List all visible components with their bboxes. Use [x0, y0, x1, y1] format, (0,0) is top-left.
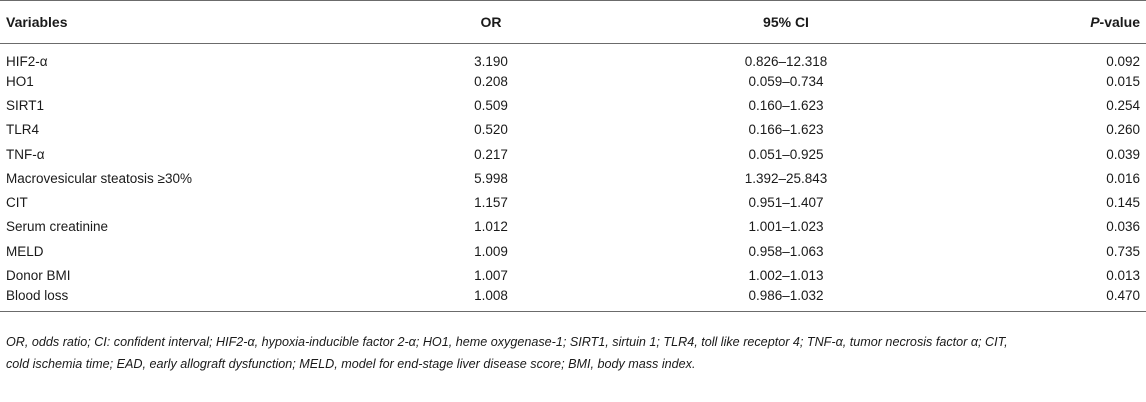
footnote-line: cold ischemia time; EAD, early allograft…	[6, 357, 696, 371]
cell-ci: 0.051–0.925	[748, 146, 824, 162]
cell-variable: Donor BMI	[6, 268, 71, 284]
cell-p-value: 0.735	[1106, 243, 1140, 259]
cell-p-value: 0.016	[1106, 170, 1140, 186]
cell-ci: 0.160–1.623	[748, 97, 824, 113]
cell-ci: 1.392–25.843	[744, 170, 828, 186]
table-row: HIF2-α 3.190 0.826–12.318 0.092	[0, 44, 1146, 69]
cell-or: 0.520	[474, 122, 508, 138]
cell-p-value: 0.254	[1106, 97, 1140, 113]
table-row: MELD 1.009 0.958–1.063 0.735	[0, 239, 1146, 263]
cell-variable: Serum creatinine	[6, 219, 109, 235]
cell-or: 0.208	[474, 73, 508, 89]
odds-ratio-table: Variables OR 95% CI P-value HIF2-α 3.190…	[0, 0, 1146, 313]
cell-or: 1.009	[474, 243, 508, 259]
cell-variable: MELD	[6, 243, 44, 259]
cell-ci: 0.986–1.032	[576, 287, 996, 313]
table-row: TNF-α 0.217 0.051–0.925 0.039	[0, 142, 1146, 166]
cell-variable: Blood loss	[0, 287, 406, 313]
footnote-line: OR, odds ratio; CI: confident interval; …	[6, 335, 1008, 349]
cell-p-value: 0.015	[1106, 73, 1140, 89]
cell-or: 3.190	[474, 54, 508, 69]
cell-ci: 0.059–0.734	[748, 73, 824, 89]
header-p-suffix: -value	[1099, 14, 1140, 30]
table-row: TLR4 0.520 0.166–1.623 0.260	[0, 118, 1146, 142]
table-row: SIRT1 0.509 0.160–1.623 0.254	[0, 93, 1146, 117]
header-variables: Variables	[0, 0, 406, 44]
cell-p-value: 0.092	[1106, 54, 1140, 69]
cell-ci: 1.001–1.023	[748, 219, 824, 235]
cell-or: 0.217	[474, 146, 508, 162]
table-footnote: OR, odds ratio; CI: confident interval; …	[6, 331, 1134, 375]
cell-p-value: 0.013	[1106, 268, 1140, 284]
header-p-value: P-value	[996, 0, 1146, 44]
cell-ci: 0.958–1.063	[748, 243, 824, 259]
cell-p-value: 0.470	[996, 287, 1146, 313]
cell-variable: CIT	[6, 195, 28, 211]
cell-p-value: 0.036	[1106, 219, 1140, 235]
cell-or: 1.008	[406, 287, 576, 313]
header-p-italic: P	[1090, 14, 1100, 30]
cell-ci: 0.166–1.623	[748, 122, 824, 138]
table-header-row: Variables OR 95% CI P-value	[0, 0, 1146, 44]
cell-variable: Macrovesicular steatosis ≥30%	[6, 170, 192, 186]
cell-variable: SIRT1	[6, 97, 45, 113]
cell-or: 1.157	[474, 195, 508, 211]
cell-or: 1.007	[474, 268, 508, 284]
cell-p-value: 0.145	[1106, 195, 1140, 211]
header-ci: 95% CI	[576, 0, 996, 44]
cell-p-value: 0.039	[1106, 146, 1140, 162]
table-row: Blood loss 1.008 0.986–1.032 0.470	[0, 287, 1146, 313]
cell-ci: 0.826–12.318	[744, 54, 828, 69]
table-row: CIT 1.157 0.951–1.407 0.145	[0, 190, 1146, 214]
cell-variable: TNF-α	[6, 146, 45, 162]
cell-or: 0.509	[474, 97, 508, 113]
table-row: HO1 0.208 0.059–0.734 0.015	[0, 69, 1146, 93]
cell-variable: HO1	[6, 73, 34, 89]
cell-variable: TLR4	[6, 122, 40, 138]
cell-ci: 0.951–1.407	[748, 195, 824, 211]
cell-or: 1.012	[474, 219, 508, 235]
table-row: Macrovesicular steatosis ≥30% 5.998 1.39…	[0, 166, 1146, 190]
table-row: Donor BMI 1.007 1.002–1.013 0.013	[0, 263, 1146, 287]
table-row: Serum creatinine 1.012 1.001–1.023 0.036	[0, 215, 1146, 239]
cell-ci: 1.002–1.013	[748, 268, 824, 284]
header-or: OR	[406, 0, 576, 44]
cell-variable: HIF2-α	[6, 54, 48, 69]
cell-p-value: 0.260	[1106, 122, 1140, 138]
cell-or: 5.998	[474, 170, 508, 186]
